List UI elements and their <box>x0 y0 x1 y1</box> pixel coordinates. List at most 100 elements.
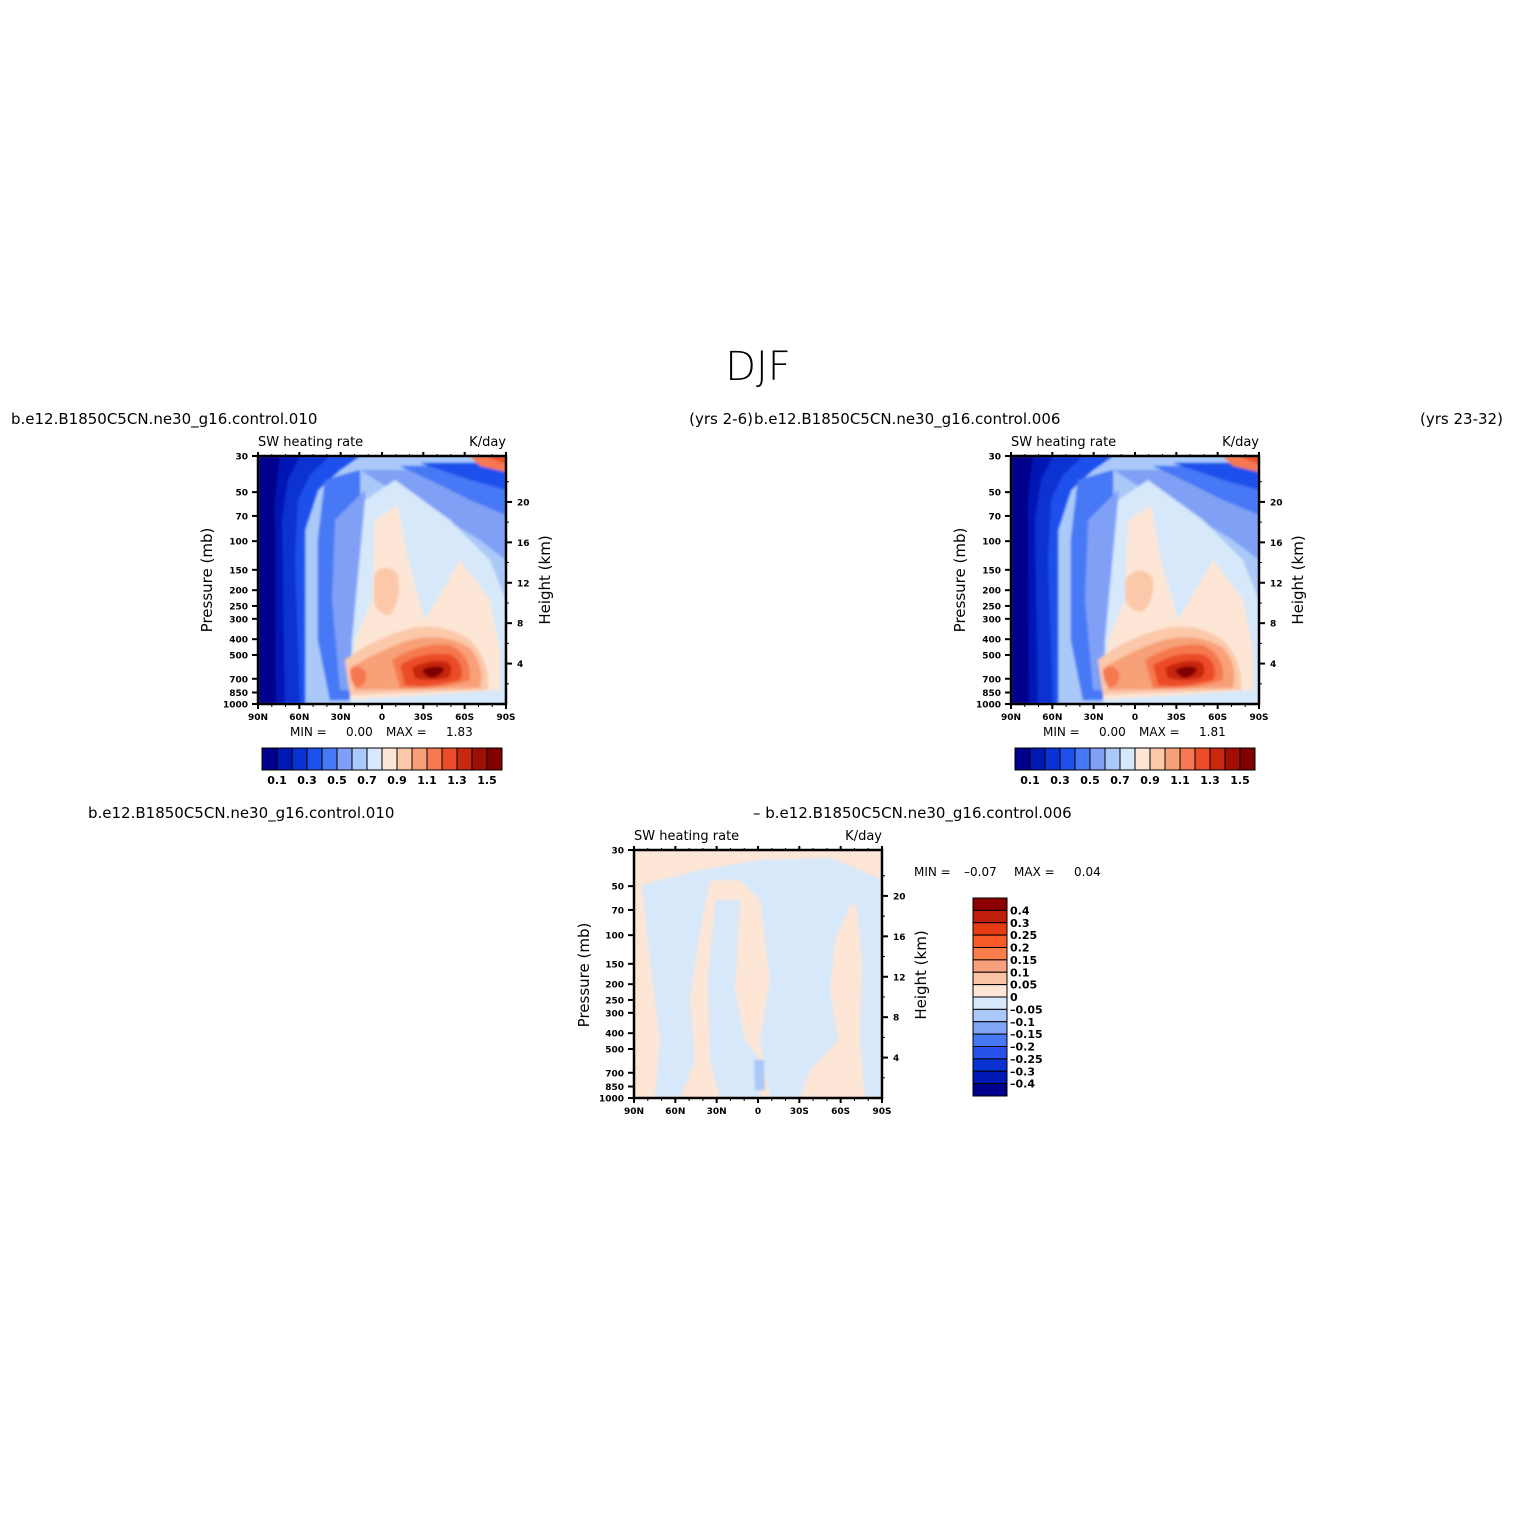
y2-tick-label: 16 <box>517 539 530 549</box>
panel2-ylabel: Pressure (mb) <box>951 528 969 633</box>
colorbar-swatch <box>972 1083 1008 1097</box>
x-tick-label: 90N <box>624 1107 644 1117</box>
y-tick-label: 400 <box>982 636 1001 646</box>
y2-tick-label: 8 <box>1270 620 1276 630</box>
panel3-min-value: –0.07 <box>964 865 997 879</box>
panel1-case-label: b.e12.B1850C5CN.ne30_g16.control.010 <box>11 410 317 429</box>
x-tick-label: 30N <box>707 1107 727 1117</box>
colorbar-swatch <box>972 971 1008 986</box>
colorbar-swatch <box>261 747 278 771</box>
colorbar-swatch <box>972 909 1008 924</box>
colorbar-swatch <box>441 747 458 771</box>
colorbar-swatch <box>972 922 1008 936</box>
colorbar-swatch <box>276 747 293 771</box>
panel2-min-label: MIN = <box>1043 725 1080 739</box>
x-tick-label: 60N <box>665 1107 685 1117</box>
y2-tick-label: 4 <box>517 660 523 670</box>
colorbar-label: 0.2 <box>1010 942 1030 955</box>
panel1-years-label: (yrs 2-6) <box>689 410 753 428</box>
y-tick-label: 100 <box>982 538 1001 548</box>
panel1-min-value: 0.00 <box>346 725 373 739</box>
y2-tick-label: 12 <box>517 579 530 589</box>
colorbar-label: 0.25 <box>1010 929 1037 942</box>
panel1-max-value: 1.83 <box>446 725 473 739</box>
colorbar-swatch <box>972 1070 1008 1085</box>
colorbar-swatch <box>336 747 353 771</box>
colorbar-label: 1.1 <box>1170 774 1190 787</box>
y2-tick-label: 20 <box>893 892 906 902</box>
panel2-contour-field <box>1011 456 1259 704</box>
y-tick-label: 250 <box>982 602 1001 612</box>
colorbar-swatch <box>1224 747 1241 771</box>
colorbar-swatch <box>1179 747 1196 771</box>
panel3-contour-field <box>634 850 882 1098</box>
colorbar-swatch <box>972 947 1008 961</box>
panel1-min-label: MIN = <box>290 725 327 739</box>
x-tick-label: 90S <box>1249 713 1268 723</box>
y-tick-label: 30 <box>611 847 624 857</box>
x-tick-label: 90S <box>872 1107 891 1117</box>
panel3-max-value: 0.04 <box>1074 865 1101 879</box>
x-tick-label: 30N <box>1084 713 1104 723</box>
y-tick-label: 500 <box>982 651 1001 661</box>
y-tick-label: 100 <box>605 932 624 942</box>
colorbar-swatch <box>1164 747 1181 771</box>
x-tick-label: 30S <box>414 713 433 723</box>
y-tick-label: 300 <box>229 615 248 625</box>
x-tick-label: 30S <box>1167 713 1186 723</box>
panel3-y2label: Height (km) <box>912 930 930 1019</box>
y-tick-label: 30 <box>988 453 1001 463</box>
y-tick-label: 700 <box>982 675 1001 685</box>
colorbar-swatch <box>1074 747 1091 771</box>
colorbar-swatch <box>972 897 1008 911</box>
colorbar-label: 0.7 <box>1110 774 1130 787</box>
x-tick-label: 60S <box>455 713 474 723</box>
panel3-min-label: MIN = <box>914 865 951 879</box>
panel2-max-value: 1.81 <box>1199 725 1226 739</box>
y-tick-label: 70 <box>235 512 248 522</box>
colorbar-label: 0.1 <box>1020 774 1040 787</box>
panel3-axes: 90N 60N 30N 0 30S 60S 90S 30 50 70 100 150 200 250 300… <box>599 846 906 1117</box>
colorbar-swatch <box>1119 747 1136 771</box>
y-tick-label: 150 <box>605 960 624 970</box>
x-tick-label: 30N <box>331 713 351 723</box>
colorbar-swatch <box>471 747 488 771</box>
colorbar-label: –0.1 <box>1010 1016 1035 1029</box>
y-tick-label: 300 <box>982 615 1001 625</box>
y-tick-label: 300 <box>605 1009 624 1019</box>
colorbar-swatch <box>1104 747 1121 771</box>
y2-tick-label: 4 <box>1270 660 1276 670</box>
y2-tick-label: 12 <box>1270 579 1283 589</box>
x-tick-label: 60N <box>1042 713 1062 723</box>
y2-tick-label: 16 <box>893 933 906 943</box>
y-tick-label: 400 <box>229 636 248 646</box>
colorbar-label: 0.15 <box>1010 954 1037 967</box>
panel1-units-label: K/day <box>469 435 506 450</box>
panel1-ylabel: Pressure (mb) <box>198 528 216 633</box>
colorbar-swatch <box>1029 747 1046 771</box>
colorbar-swatch <box>972 996 1008 1010</box>
colorbar-swatch <box>486 747 503 771</box>
colorbar-swatch <box>456 747 473 771</box>
y-tick-label: 250 <box>229 602 248 612</box>
colorbar-swatch <box>972 984 1008 998</box>
colorbar-label: 0.4 <box>1010 904 1030 917</box>
colorbar-swatch <box>351 747 368 771</box>
panel2-axes: 90N 60N 30N 0 30S 60S 90S 30 50 70 100 150 200 250 300… <box>976 452 1283 723</box>
y-tick-label: 250 <box>605 996 624 1006</box>
y-tick-label: 700 <box>229 675 248 685</box>
x-tick-label: 90S <box>496 713 515 723</box>
panel2-units-label: K/day <box>1222 435 1259 450</box>
colorbar-label: 0.3 <box>297 774 317 787</box>
colorbar-label: –0.2 <box>1010 1041 1035 1054</box>
colorbar-swatch <box>972 959 1008 973</box>
panel2-variable-label: SW heating rate <box>1011 435 1116 450</box>
colorbar-label: 0.3 <box>1010 917 1030 930</box>
y-tick-label: 500 <box>605 1045 624 1055</box>
panel3-ylabel: Pressure (mb) <box>575 923 593 1028</box>
y-tick-label: 70 <box>988 512 1001 522</box>
y2-tick-label: 4 <box>893 1054 899 1064</box>
colorbar-swatch <box>972 1046 1008 1060</box>
panel1-max-label: MAX = <box>386 725 427 739</box>
